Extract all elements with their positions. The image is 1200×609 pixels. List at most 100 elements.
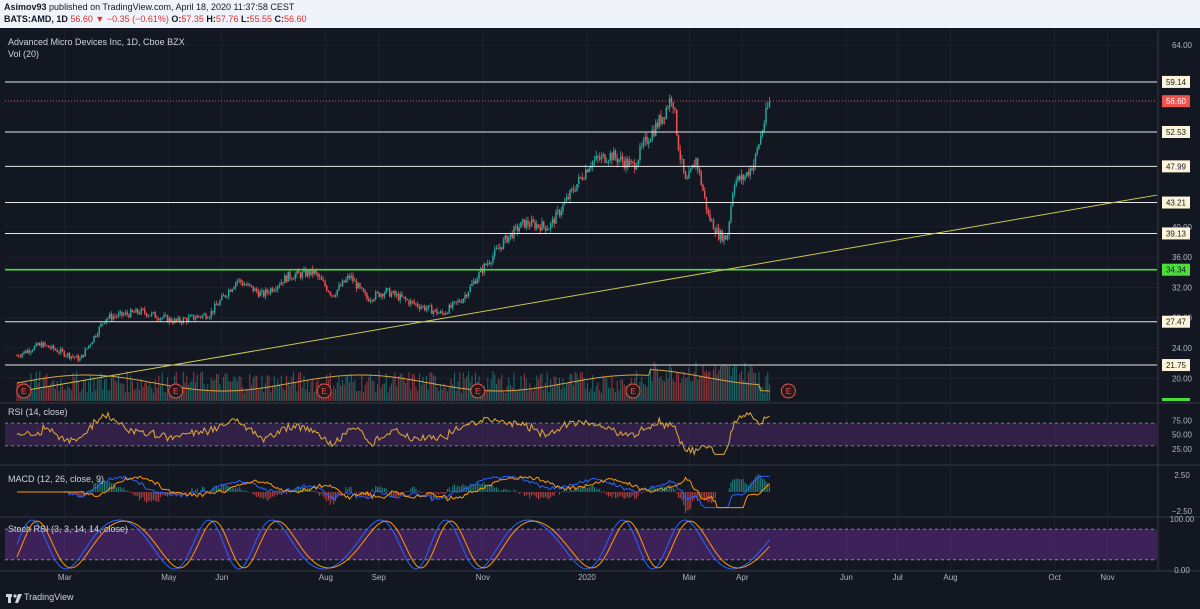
candle-body [716,228,718,234]
candle-body [117,313,120,317]
volume-bar [305,389,307,401]
candle-body [129,309,132,318]
candle-body [394,291,396,296]
candle-body [605,162,608,164]
macd-histogram-bar [460,485,462,492]
macd-histogram-bar [296,487,298,492]
volume-bar [385,373,387,401]
candle-body [759,135,762,145]
volume-bar [310,381,312,401]
macd-histogram-bar [614,492,616,499]
macd-histogram-bar [98,479,100,492]
macd-histogram-bar [621,492,623,498]
volume-bar [599,390,601,401]
volume-bar [131,381,134,401]
volume-bar [765,376,767,401]
candle-body [425,308,428,311]
volume-bar [221,390,223,401]
trendline-group [16,194,1158,393]
candle-body [241,282,244,286]
macd-histogram-bar [124,490,126,492]
volume-bar [613,388,615,401]
volume-bar [732,367,734,401]
candle-body [523,219,526,228]
candle-body [404,297,407,300]
macd-histogram-bar [578,488,580,492]
volume-bar [184,382,186,401]
volume-bar [217,373,219,401]
candle-body [537,224,540,227]
earnings-marker-label: E [21,387,26,396]
macd-line [16,475,770,509]
candle-body [157,318,160,321]
macd-histogram-bar [599,488,601,492]
volume-bar [112,374,114,401]
volume-bar [735,366,737,401]
macd-histogram-bar [418,490,420,492]
level-price-label: 52.53 [1166,128,1187,137]
macd-histogram-bar [270,492,272,499]
volume-bar [420,384,422,401]
macd-histogram-bar [245,490,247,492]
volume-bar [660,376,662,401]
volume-bar [193,371,195,401]
volume-bar [187,385,190,401]
volume-bar [488,388,491,401]
macd-histogram-bar [441,492,443,494]
volume-bar [464,378,466,401]
candle-body [630,160,632,162]
volume-bar [110,377,113,401]
candle-body [730,205,732,222]
macd-histogram-bar [681,492,683,501]
candle-body [334,295,337,297]
candle-body [168,317,170,323]
volume-bar [389,387,391,401]
volume-bar [513,372,515,401]
stoch-d-line [16,520,770,569]
candle-body [682,158,685,172]
candle-body [42,342,44,348]
volume-bar [532,391,534,401]
candle-body [679,150,681,160]
volume-bar [205,388,207,401]
macd-histogram-bar [690,492,692,509]
candle-body [607,160,610,163]
candle-body [289,271,291,279]
macd-histogram-bar [616,492,618,498]
macd-histogram-bar [705,492,707,501]
macd-histogram-bar [116,487,118,492]
volume-bar [565,383,568,401]
candle-body [763,123,765,131]
macd-histogram-bar [576,487,578,492]
candle-body [33,346,36,351]
publish-header: Asimov93 published on TradingView.com, A… [0,0,1200,28]
volume-bar [567,381,569,401]
candle-body [644,136,646,141]
macd-histogram-bar [229,488,231,492]
candle-body [266,289,268,293]
volume-bar [515,389,517,401]
candle-body [422,305,424,308]
volume-bar [390,383,393,401]
brand-name[interactable]: TradingView [24,592,74,602]
macd-histogram-bar [497,488,499,492]
macd-histogram-bar [674,489,676,492]
candle-body [646,136,648,144]
volume-bar [119,383,121,401]
author-name[interactable]: Asimov93 [4,2,47,12]
volume-bar [711,380,713,401]
time-axis: Mar May Jun Aug Sep Nov 2020 Mar Apr Jun Jul Aug Oct… [58,573,1115,582]
candle-body [297,270,300,274]
volume-bar [366,381,368,401]
candle-body [103,322,106,324]
macd-histogram-bar [613,492,615,495]
candle-body [651,130,653,140]
candle-body [429,305,431,307]
macd-histogram-bar [324,492,326,499]
candle-body [219,300,221,305]
candle-body [493,249,496,256]
candle-body [126,312,128,315]
macd-histogram-bar [215,486,217,492]
candle-body [436,309,438,314]
